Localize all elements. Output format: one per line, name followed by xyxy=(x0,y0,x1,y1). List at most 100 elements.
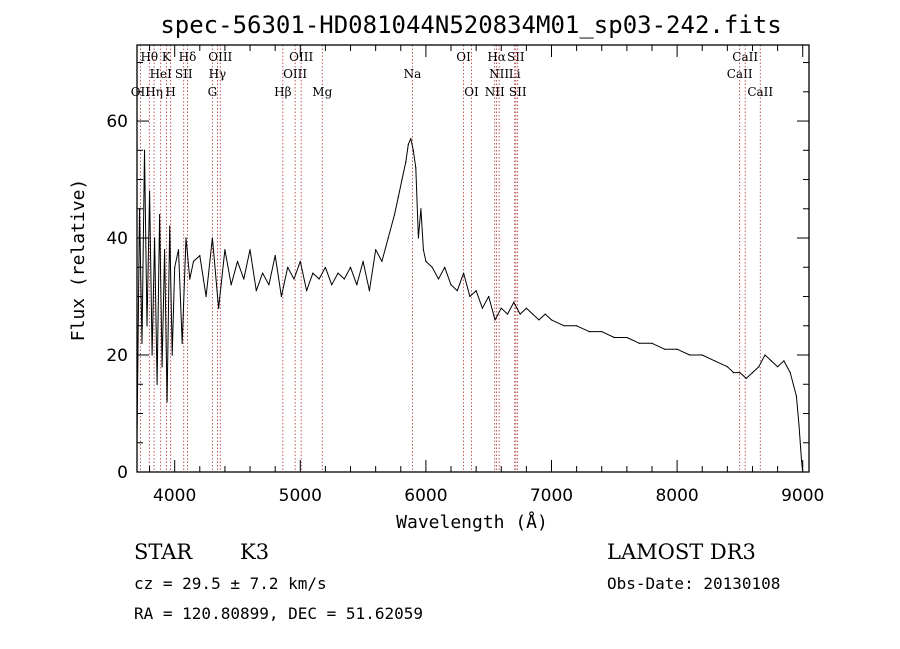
line-marker-label-20: NII xyxy=(489,67,509,81)
object-class: STAR xyxy=(134,540,193,564)
spectrum-point-105 xyxy=(777,366,779,368)
line-marker-label-13: OIII xyxy=(289,50,313,64)
spectrum-point-45 xyxy=(349,266,352,268)
spectrum-point-109 xyxy=(798,424,800,426)
spectrum-point-31 xyxy=(262,272,264,274)
spectrum-point-28 xyxy=(243,278,245,280)
spectrum-point-60 xyxy=(417,237,419,239)
spectrum-point-35 xyxy=(287,266,289,268)
spectrum-point-94 xyxy=(689,354,691,356)
spectrum-point-13 xyxy=(169,225,171,227)
spectrum-point-57 xyxy=(410,138,412,140)
spectrum-point-66 xyxy=(444,266,446,268)
x-tick-label-0: 4000 xyxy=(153,486,196,506)
spectrum-point-72 xyxy=(481,307,483,309)
spectrum-point-41 xyxy=(324,266,326,268)
y-axis-label: Flux (relative) xyxy=(68,179,89,342)
line-marker-label-3: HeI xyxy=(150,67,173,81)
spectrum-point-78 xyxy=(519,313,521,315)
spectrum-point-10 xyxy=(161,366,163,368)
y-tick-label-2: 40 xyxy=(106,229,128,249)
spectrum-point-44 xyxy=(343,278,345,280)
spectrum-point-79 xyxy=(525,307,528,309)
spectrum-point-39 xyxy=(312,272,314,274)
x-tick-label-1: 5000 xyxy=(279,486,322,506)
x-tick-label-2: 6000 xyxy=(404,486,447,506)
line-marker-label-10: OIII xyxy=(208,50,232,64)
spectrum-point-68 xyxy=(456,290,458,292)
ra-dec: RA = 120.80899, DEC = 51.62059 xyxy=(134,604,423,623)
spectrum-point-40 xyxy=(318,278,320,280)
line-marker-label-12: OIII xyxy=(283,67,307,81)
spectrum-point-23 xyxy=(211,237,213,239)
spectrum-point-12 xyxy=(166,401,168,403)
spectrum-point-77 xyxy=(513,301,515,303)
line-marker-label-6: SII xyxy=(175,67,193,81)
spectrum-point-34 xyxy=(280,295,282,298)
y-tick-label-3: 60 xyxy=(106,112,128,132)
spectrum-point-108 xyxy=(795,395,798,397)
spectrum-point-64 xyxy=(431,266,433,268)
spectrum-point-96 xyxy=(714,360,716,362)
spectrum-point-3 xyxy=(143,149,146,151)
line-marker-label-23: SII xyxy=(509,85,527,99)
spectrum-point-32 xyxy=(268,284,270,286)
spectrum-point-74 xyxy=(494,319,496,321)
spectrum-point-83 xyxy=(550,319,553,321)
spectrum-point-52 xyxy=(393,214,396,216)
spectrum-point-81 xyxy=(538,319,540,321)
axis-ticks: 4000 5000 6000 7000 8000 9000 0 20 40 60 xyxy=(106,45,824,506)
spectrum-point-20 xyxy=(192,260,195,262)
spectrum-point-17 xyxy=(181,342,183,344)
spectrum-point-106 xyxy=(783,360,785,362)
spectrum-point-107 xyxy=(789,372,791,374)
spectrum-point-6 xyxy=(151,354,153,356)
y-tick-label-1: 20 xyxy=(106,346,128,366)
line-marker-label-19: Hα xyxy=(487,50,506,64)
spectrum-point-61 xyxy=(420,208,422,210)
spectrum-point-84 xyxy=(563,325,565,327)
spectrum-point-4 xyxy=(146,325,148,327)
spectrum-point-102 xyxy=(758,366,760,368)
spectrum-point-91 xyxy=(651,342,653,344)
line-marker-label-5: H xyxy=(165,85,175,99)
spectrum-point-75 xyxy=(500,307,502,309)
spectrum-point-95 xyxy=(701,354,703,356)
spectrum-point-48 xyxy=(368,290,370,292)
spectrum-point-69 xyxy=(463,272,465,274)
spectrum-point-27 xyxy=(236,260,239,262)
line-marker-label-4: K xyxy=(162,50,172,64)
line-marker-label-14: Mg xyxy=(312,85,332,99)
spectrum-point-24 xyxy=(218,307,220,309)
spectrum-point-67 xyxy=(450,284,452,286)
line-marker-label-2: Hη xyxy=(145,85,163,99)
chart-title: spec-56301-HD081044N520834M01_sp03-242.f… xyxy=(160,11,781,39)
spectrum-point-15 xyxy=(174,266,176,268)
plot-frame xyxy=(136,44,810,473)
spectrum-point-53 xyxy=(397,196,399,198)
spectrum-point-22 xyxy=(205,295,207,298)
spectrum-point-50 xyxy=(381,260,383,262)
line-marker-label-24: CaII xyxy=(727,67,753,81)
spectrum-point-26 xyxy=(230,284,232,286)
spectrum-point-76 xyxy=(506,313,509,315)
line-marker-label-26: CaII xyxy=(747,85,773,99)
spectrum-point-101 xyxy=(751,372,754,374)
spectrum-point-85 xyxy=(576,325,578,327)
spectrum-point-86 xyxy=(588,331,590,333)
spectrum-point-89 xyxy=(626,336,628,339)
x-tick-label-4: 8000 xyxy=(655,486,698,506)
x-axis-label: Wavelength (Å) xyxy=(396,511,548,533)
line-marker-label-22: SII xyxy=(507,50,525,64)
spectrum-point-80 xyxy=(532,313,534,315)
spectrum-point-87 xyxy=(601,331,603,333)
spectrum-point-38 xyxy=(306,290,308,292)
line-marker-label-9: Hγ xyxy=(209,67,227,81)
spectrum-point-104 xyxy=(770,360,772,362)
spectrum-point-29 xyxy=(249,249,251,251)
spectrum-line xyxy=(136,138,804,473)
line-marker-label-17: OI xyxy=(464,85,479,99)
line-marker-label-7: Hδ xyxy=(179,50,197,64)
spectrum-point-58 xyxy=(412,149,414,151)
